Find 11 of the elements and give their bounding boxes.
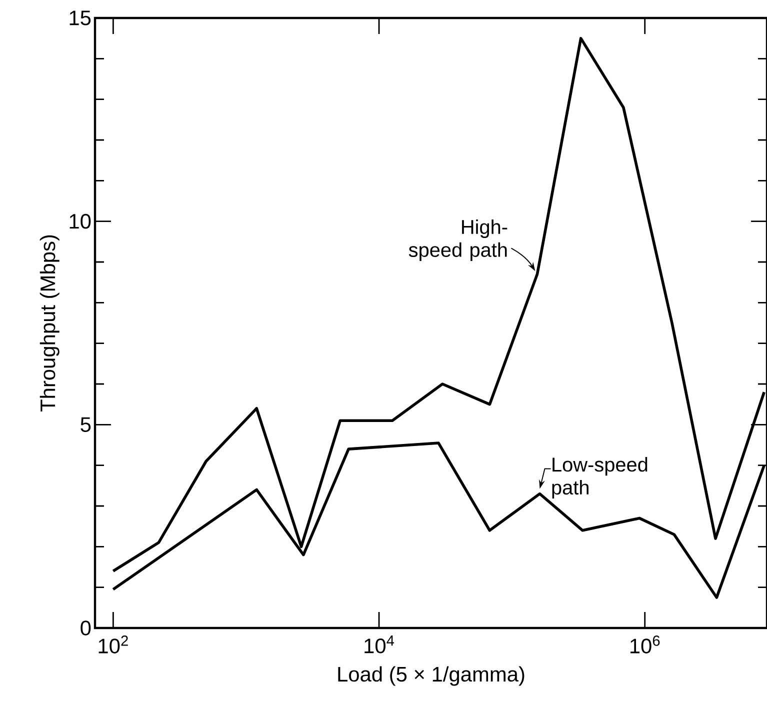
x-axis-title: Load (5 × 1/gamma) [338,666,524,686]
x-tick-label: 10$^{4}$ [364,636,394,654]
x-tick-label: 10$^{6}$ [630,636,660,654]
legend-label: Low-speed path [552,457,648,499]
y-axis-title: Throughput (Mbps) [40,235,60,412]
series-label: High-speed path [408,219,508,261]
y-tick-label: 0 [80,620,91,636]
y-tick-label: 15 [70,10,91,26]
x-tick-label: 10$^{2}$ [98,636,128,654]
y-tick-label: 10 [70,214,91,229]
y-tick-label: 5 [80,417,91,432]
